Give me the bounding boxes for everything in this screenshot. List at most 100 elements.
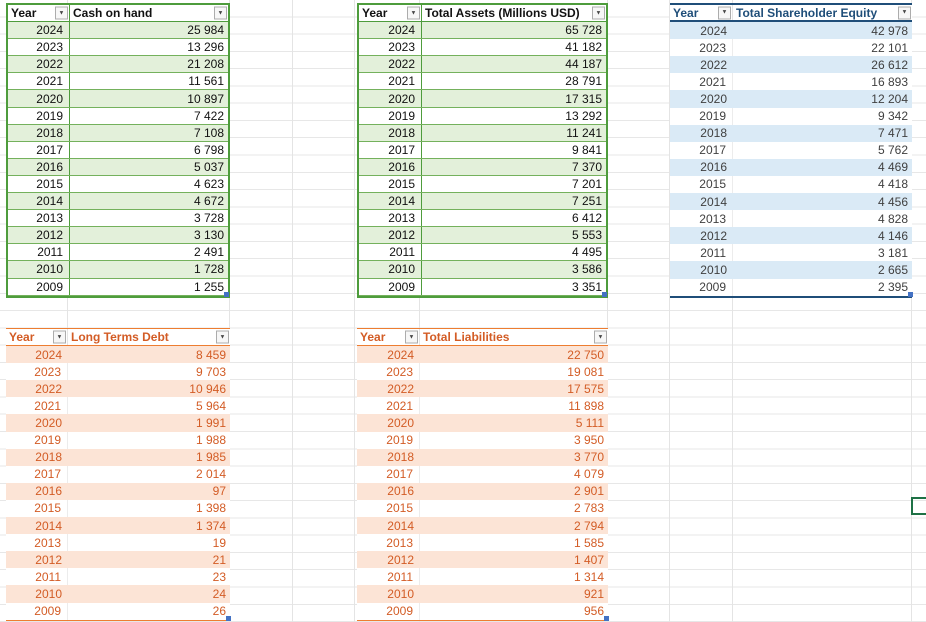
table-resize-handle[interactable] <box>224 291 229 297</box>
value-cell[interactable]: 97 <box>212 484 226 499</box>
year-cell[interactable]: 2015 <box>359 175 422 193</box>
value-cell[interactable]: 26 612 <box>871 57 908 72</box>
filter-button[interactable]: ▼ <box>592 6 605 20</box>
value-cell[interactable]: 3 950 <box>573 433 604 448</box>
value-cell[interactable]: 9 841 <box>571 142 602 157</box>
year-cell[interactable]: 2019 <box>670 107 733 125</box>
value-cell[interactable]: 42 978 <box>871 23 908 38</box>
column-header-long-terms-debt[interactable]: Long Terms Debt ▼ <box>68 329 230 345</box>
year-cell[interactable]: 2019 <box>357 431 420 449</box>
value-cell[interactable]: 5 553 <box>571 228 602 243</box>
year-cell[interactable]: 2024 <box>359 22 422 39</box>
year-cell[interactable]: 2017 <box>359 141 422 158</box>
year-cell[interactable]: 2021 <box>357 397 420 415</box>
value-cell[interactable]: 17 575 <box>567 381 604 396</box>
value-cell[interactable]: 1 398 <box>195 501 226 516</box>
year-cell[interactable]: 2013 <box>359 210 422 227</box>
value-cell[interactable]: 13 296 <box>187 40 224 55</box>
value-cell[interactable]: 5 964 <box>195 398 226 413</box>
filter-button[interactable]: ▼ <box>407 6 420 20</box>
year-cell[interactable]: 2020 <box>359 90 422 107</box>
year-cell[interactable]: 2018 <box>359 124 422 141</box>
value-cell[interactable]: 4 828 <box>877 211 908 226</box>
value-cell[interactable]: 3 728 <box>193 211 224 226</box>
year-cell[interactable]: 2010 <box>359 261 422 278</box>
year-cell[interactable]: 2017 <box>8 141 70 158</box>
value-cell[interactable]: 3 770 <box>573 450 604 465</box>
value-cell[interactable]: 2 395 <box>877 280 908 295</box>
table-resize-handle[interactable] <box>226 615 231 621</box>
value-cell[interactable]: 11 561 <box>188 74 224 89</box>
value-cell[interactable]: 1 585 <box>573 535 604 550</box>
value-cell[interactable]: 1 407 <box>573 552 604 567</box>
year-cell[interactable]: 2018 <box>700 126 727 141</box>
value-cell[interactable]: 11 898 <box>568 398 604 413</box>
year-cell[interactable]: 2022 <box>700 57 727 72</box>
year-cell[interactable]: 2021 <box>359 73 422 90</box>
year-cell[interactable]: 2013 <box>8 210 70 227</box>
year-cell[interactable]: 2022 <box>387 381 414 396</box>
value-cell[interactable]: 4 672 <box>193 194 224 209</box>
value-cell[interactable]: 1 314 <box>573 569 604 584</box>
year-cell[interactable]: 2017 <box>6 465 68 483</box>
value-cell[interactable]: 22 750 <box>567 347 604 362</box>
year-cell[interactable]: 2011 <box>359 244 422 261</box>
year-cell[interactable]: 2009 <box>359 278 422 295</box>
value-cell[interactable]: 5 762 <box>877 143 908 158</box>
year-cell[interactable]: 2018 <box>387 450 414 465</box>
year-cell[interactable]: 2014 <box>359 193 422 210</box>
value-cell[interactable]: 1 374 <box>195 518 226 533</box>
value-cell[interactable]: 956 <box>583 604 604 619</box>
value-cell[interactable]: 1 255 <box>193 279 224 294</box>
year-cell[interactable]: 2024 <box>8 22 70 39</box>
value-cell[interactable]: 4 146 <box>877 228 908 243</box>
year-cell[interactable]: 2016 <box>35 484 62 499</box>
value-cell[interactable]: 13 292 <box>565 108 602 123</box>
year-cell[interactable]: 2012 <box>387 552 414 567</box>
year-cell[interactable]: 2016 <box>387 484 414 499</box>
value-cell[interactable]: 2 901 <box>573 484 604 499</box>
year-cell[interactable]: 2021 <box>670 73 733 91</box>
value-cell[interactable]: 65 728 <box>565 23 602 38</box>
value-cell[interactable]: 21 <box>212 552 226 567</box>
value-cell[interactable]: 41 182 <box>565 40 602 55</box>
column-header-year[interactable]: Year ▼ <box>357 329 420 346</box>
value-cell[interactable]: 7 471 <box>877 126 908 141</box>
year-cell[interactable]: 2019 <box>6 431 68 449</box>
year-cell[interactable]: 2010 <box>387 586 414 601</box>
value-cell[interactable]: 1 991 <box>195 416 226 431</box>
value-cell[interactable]: 7 422 <box>193 108 224 123</box>
value-cell[interactable]: 4 623 <box>193 176 224 191</box>
year-cell[interactable]: 2020 <box>387 416 414 431</box>
value-cell[interactable]: 5 111 <box>575 416 604 431</box>
value-cell[interactable]: 7 370 <box>571 159 602 174</box>
value-cell[interactable]: 28 791 <box>565 74 602 89</box>
value-cell[interactable]: 3 586 <box>571 262 602 277</box>
value-cell[interactable]: 2 794 <box>573 518 604 533</box>
year-cell[interactable]: 2011 <box>357 568 420 586</box>
column-header-year[interactable]: Year ▼ <box>670 5 733 21</box>
year-cell[interactable]: 2010 <box>35 586 62 601</box>
year-cell[interactable]: 2023 <box>359 39 422 56</box>
value-cell[interactable]: 23 <box>212 569 226 584</box>
table-resize-handle[interactable] <box>602 291 607 297</box>
year-cell[interactable]: 2022 <box>35 381 62 396</box>
year-cell[interactable]: 2014 <box>387 518 414 533</box>
year-cell[interactable]: 2011 <box>670 244 733 262</box>
year-cell[interactable]: 2011 <box>8 244 70 261</box>
value-cell[interactable]: 8 459 <box>195 347 226 362</box>
value-cell[interactable]: 11 241 <box>566 125 602 140</box>
year-cell[interactable]: 2017 <box>357 465 420 483</box>
value-cell[interactable]: 5 037 <box>193 159 224 174</box>
filter-button[interactable]: ▼ <box>718 6 731 20</box>
filter-button[interactable]: ▼ <box>594 330 607 344</box>
year-cell[interactable]: 2024 <box>387 347 414 362</box>
year-cell[interactable]: 2009 <box>357 602 420 620</box>
value-cell[interactable]: 9 703 <box>195 364 226 379</box>
table-resize-handle[interactable] <box>604 615 609 621</box>
year-cell[interactable]: 2023 <box>670 39 733 57</box>
value-cell[interactable]: 26 <box>212 604 226 619</box>
value-cell[interactable]: 1 728 <box>193 262 224 277</box>
value-cell[interactable]: 7 108 <box>193 125 224 140</box>
year-cell[interactable]: 2012 <box>8 227 70 244</box>
